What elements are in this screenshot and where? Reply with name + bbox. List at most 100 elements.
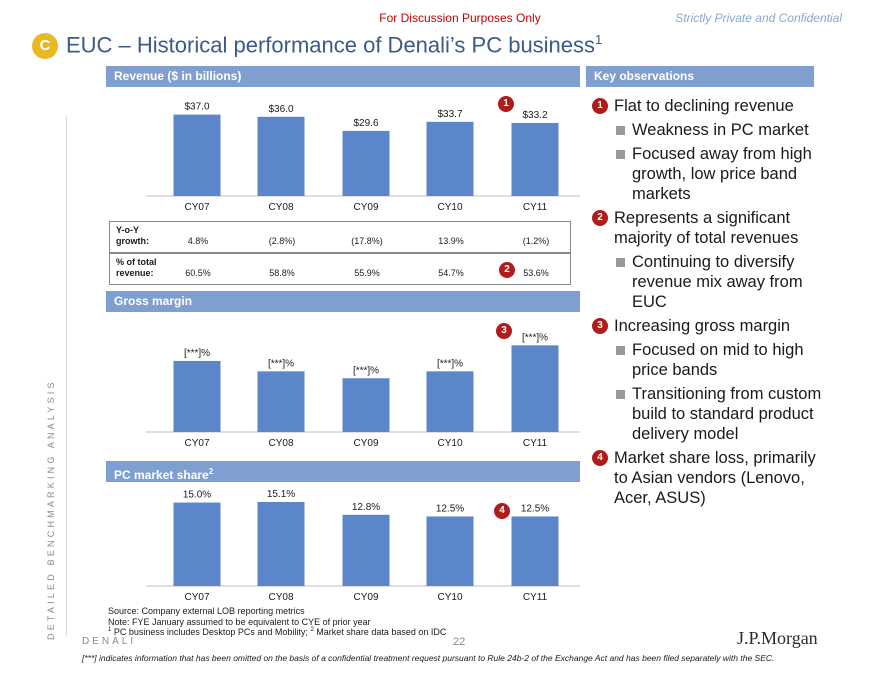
- category-label: CY09: [353, 202, 378, 213]
- bar-cy10: [426, 121, 474, 196]
- company-name: DENALI: [82, 636, 137, 647]
- bar-cy09: [342, 378, 390, 432]
- observation-subitem-text: Focused on mid to high price bands: [632, 341, 804, 379]
- table-cell: 58.8%: [269, 268, 295, 278]
- bar-cy10: [426, 516, 474, 586]
- table-cell: 55.9%: [354, 268, 380, 278]
- bar-cy09: [342, 514, 390, 586]
- category-label: CY10: [437, 592, 462, 603]
- source-note: Source: Company external LOB reporting m…: [108, 606, 305, 616]
- category-label: CY08: [268, 202, 293, 213]
- observation-subitem: Weakness in PC market: [592, 120, 822, 140]
- observation-subitem-text: Transitioning from custom build to stand…: [632, 385, 822, 443]
- omission-note: [***] indicates information that has bee…: [82, 653, 775, 663]
- square-bullet-icon: [616, 390, 625, 399]
- table-cell: 4.8%: [187, 236, 209, 246]
- data-label: $33.7: [437, 109, 462, 120]
- table-cell: 53.6%: [523, 268, 549, 278]
- observation-subitem-text: Focused away from high growth, low price…: [632, 145, 812, 203]
- category-label: CY11: [523, 202, 548, 213]
- yoy-label-2: growth:: [116, 236, 149, 246]
- observation-item: 1 Flat to declining revenue: [592, 96, 822, 116]
- side-label: DETAILED BENCHMARKING ANALYSIS: [46, 379, 56, 640]
- footnote-1: PC business includes Desktop PCs and Mob…: [111, 627, 308, 637]
- yoy-label-1: Y-o-Y: [116, 225, 140, 235]
- data-label: $37.0: [184, 102, 209, 113]
- table-cell: (17.8%): [351, 236, 383, 246]
- fye-note: Note: FYE January assumed to be equivale…: [108, 617, 371, 627]
- revenue-chart: $37.0 CY07 $36.0 CY08 $29.6 CY09 $33.7 CY10 $33.…: [146, 102, 580, 213]
- footnotes: 1 PC business includes Desktop PCs and M…: [108, 627, 446, 637]
- category-label: CY10: [437, 438, 462, 449]
- bar-cy10: [426, 371, 474, 432]
- yoy-growth-box: Y-o-Y growth: 4.8% (2.8%) (17.8%) 13.9% (1.2…: [109, 221, 571, 253]
- category-label: CY08: [268, 592, 293, 603]
- badge-4: 4: [494, 503, 510, 519]
- observation-number-badge: 1: [592, 98, 608, 114]
- pct-label-2: revenue:: [116, 268, 154, 278]
- category-label: CY07: [184, 592, 209, 603]
- footnote-1-marker: 1: [108, 627, 112, 633]
- page-title: EUC – Historical performance of Denali’s…: [66, 32, 602, 58]
- page-title-text: EUC – Historical performance of Denali’s…: [66, 32, 596, 58]
- bar-cy09: [342, 130, 390, 196]
- category-label: CY08: [268, 438, 293, 449]
- bar-cy11: [511, 345, 559, 432]
- section-marker: C: [32, 33, 58, 59]
- bar-cy11: [511, 122, 559, 196]
- left-divider: [66, 116, 67, 636]
- observation-subitem: Continuing to diversify revenue mix away…: [592, 252, 822, 312]
- bar-cy08: [257, 116, 305, 196]
- observation-subitem-text: Continuing to diversify revenue mix away…: [632, 253, 803, 311]
- category-label: CY07: [184, 202, 209, 213]
- gross-margin-header: Gross margin: [106, 291, 580, 312]
- confidential-note: Strictly Private and Confidential: [675, 11, 842, 25]
- page-number: 22: [453, 636, 466, 648]
- pct-label-1: % of total: [116, 257, 157, 267]
- data-label: $29.6: [353, 118, 378, 129]
- data-label: [***]%: [437, 358, 463, 369]
- observation-item: 3 Increasing gross margin: [592, 316, 822, 336]
- square-bullet-icon: [616, 150, 625, 159]
- data-label: 12.5%: [436, 503, 464, 514]
- observation-item: 2 Represents a significant majority of to…: [592, 208, 822, 248]
- category-label: CY09: [353, 592, 378, 603]
- observations-header: Key observations: [586, 66, 814, 87]
- observation-text: Represents a significant majority of tot…: [614, 209, 799, 247]
- data-label: [***]%: [268, 358, 294, 369]
- gross-margin-chart: [***]% CY07 [***]% CY08 [***]% CY09 [***]% CY10…: [146, 332, 580, 449]
- category-label: CY11: [523, 592, 548, 603]
- table-cell: (2.8%): [268, 236, 296, 246]
- observation-text: Flat to declining revenue: [614, 97, 794, 115]
- market-share-header-text: PC market share: [114, 468, 209, 482]
- observation-text: Increasing gross margin: [614, 317, 791, 335]
- observation-number-badge: 2: [592, 210, 608, 226]
- observation-subitem: Transitioning from custom build to stand…: [592, 384, 822, 444]
- bar-cy07: [173, 360, 221, 432]
- badge-1: 1: [498, 96, 514, 112]
- observations-list: 1 Flat to declining revenue Weakness in PC…: [592, 96, 822, 512]
- bar-cy07: [173, 502, 221, 586]
- title-footnote-marker: 1: [595, 32, 603, 47]
- footnote-2: Market share data based on IDC: [313, 627, 447, 637]
- category-label: CY09: [353, 438, 378, 449]
- data-label: 15.1%: [267, 489, 295, 500]
- square-bullet-icon: [616, 346, 625, 355]
- bar-cy08: [257, 371, 305, 432]
- table-cell: 13.9%: [438, 236, 464, 246]
- badge-2: 2: [499, 262, 515, 278]
- table-cell: 60.5%: [185, 268, 211, 278]
- data-label: [***]%: [353, 365, 379, 376]
- category-label: CY07: [184, 438, 209, 449]
- observation-number-badge: 3: [592, 318, 608, 334]
- bar-cy11: [511, 516, 559, 586]
- observation-subitem: Focused away from high growth, low price…: [592, 144, 822, 204]
- observation-text: Market share loss, primarily to Asian ve…: [614, 449, 816, 507]
- market-share-header: PC market share2: [106, 461, 580, 482]
- discussion-note: For Discussion Purposes Only: [379, 11, 541, 25]
- jpmorgan-logo: J.P.Morgan: [737, 628, 818, 648]
- revenue-header: Revenue ($ in billions): [106, 66, 580, 87]
- category-label: CY11: [523, 438, 548, 449]
- observation-subitem-text: Weakness in PC market: [632, 121, 809, 139]
- observation-item: 4 Market share loss, primarily to Asian v…: [592, 448, 822, 508]
